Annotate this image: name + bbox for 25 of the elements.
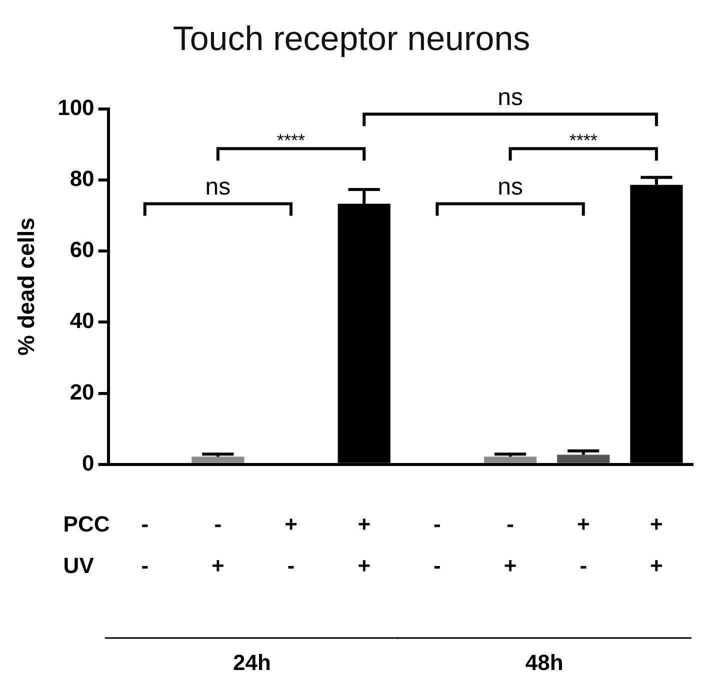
- x-tick-label: + +: [650, 511, 663, 578]
- x-tick-label: + -: [284, 511, 298, 578]
- x-tick-label: + -: [576, 511, 590, 578]
- annotation: ns: [498, 173, 523, 200]
- x-tick-label: + +: [358, 511, 371, 578]
- y-axis-title: % dead cells: [13, 218, 40, 356]
- x-tick-label: - +: [504, 511, 517, 578]
- y-tick-label: 40: [70, 308, 94, 334]
- text: UV: [63, 553, 94, 578]
- annotation: ****: [277, 130, 306, 151]
- chart-title: Touch receptor neurons: [172, 20, 530, 58]
- y-tick-label: 100: [58, 94, 94, 120]
- text: 48h: [525, 650, 564, 676]
- x-tick-label: - -: [141, 511, 149, 578]
- annotation: ****: [569, 130, 598, 151]
- y-tick-label: 60: [70, 237, 94, 262]
- text: 24h: [233, 650, 271, 676]
- text: PCC: [63, 511, 110, 536]
- y-tick-label: 80: [70, 166, 94, 191]
- x-tick-label: - -: [434, 511, 441, 578]
- annotation: ns: [205, 173, 231, 200]
- x-tick-label: - +: [212, 511, 224, 578]
- y-tick-label: 0: [82, 450, 94, 476]
- y-tick-label: 20: [70, 379, 94, 404]
- annotation: ns: [498, 84, 523, 111]
